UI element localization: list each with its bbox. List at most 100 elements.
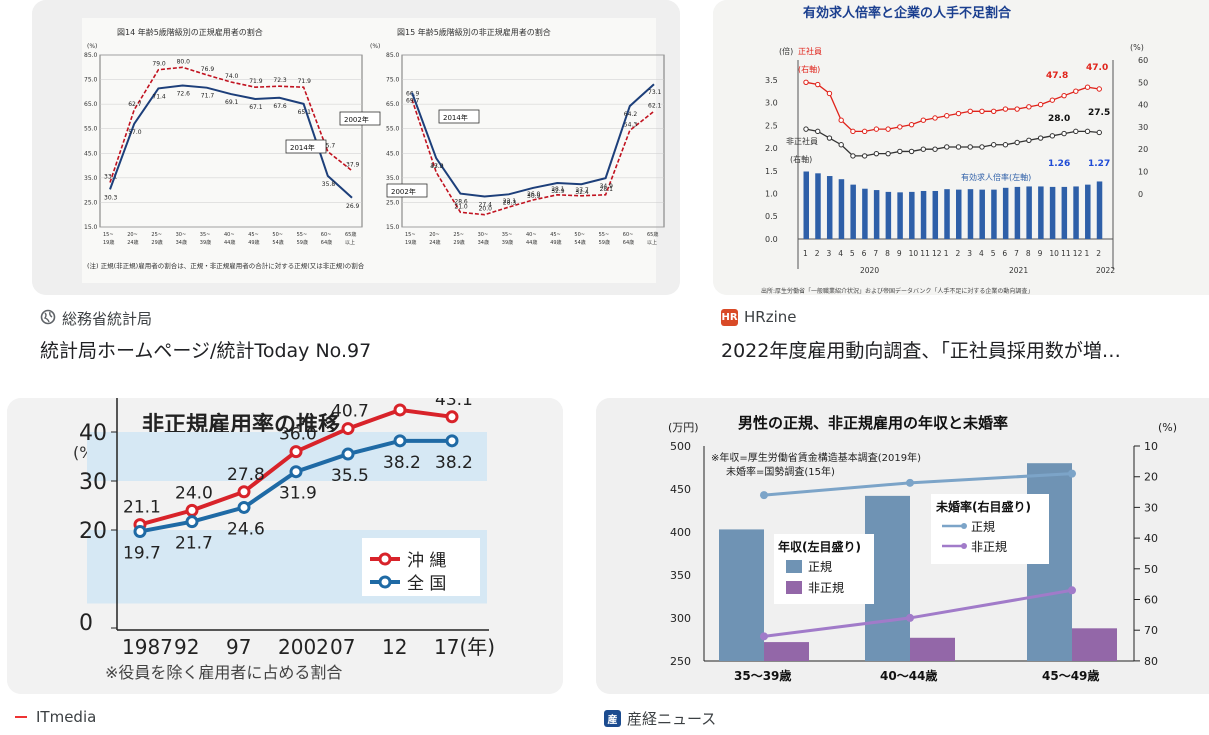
sk-left-tick: 400 <box>670 526 691 539</box>
hr-point <box>838 117 844 123</box>
it-data-label: 21.1 <box>123 498 161 518</box>
it-x-label: 92 <box>174 635 199 659</box>
it-point <box>237 485 251 499</box>
hr-val-28-0: 28.0 <box>1048 114 1070 124</box>
hr-year-2022: 2022 <box>1096 266 1115 275</box>
x-tick-label: 59歳 <box>599 239 610 246</box>
hr-month-label: 8 <box>1026 249 1031 258</box>
it-legend-national: 全 国 <box>407 574 446 594</box>
hr-label-nonregular-axis: (右軸) <box>790 154 812 164</box>
result-thumbnail[interactable]: 有効求人倍率と企業の人手不足割合 (倍) (%) 3.5 3.0 2.5 2.0 1.5… <box>713 0 1209 295</box>
hr-point <box>885 150 891 157</box>
hr-month-label: 2 <box>1096 249 1101 258</box>
sk-bar-regular <box>719 529 764 661</box>
hr-bar <box>1038 186 1044 239</box>
sk-left-unit: (万円) <box>668 421 699 434</box>
result-thumbnail[interactable]: 非正規雇用率の推移 (%) 504030200 21.124.027.836.0… <box>7 398 563 694</box>
hr-bar <box>967 189 974 239</box>
sk-x-label: 45〜49歳 <box>1042 668 1099 683</box>
hr-right-tick: 10 <box>1138 168 1148 177</box>
hr-month-label: 12 <box>1073 249 1083 258</box>
hr-month-label: 8 <box>885 249 890 258</box>
sk-point <box>906 478 914 487</box>
x-tick-label: 以上 <box>345 239 355 246</box>
data-label: 54.3 <box>624 121 638 128</box>
sk-legend-regular: 正規 <box>808 559 832 574</box>
hr-left-unit: (倍) <box>779 46 793 56</box>
hr-bar <box>803 171 809 239</box>
hr-label-nonregular: 非正社員 <box>786 136 818 146</box>
x-tick-label: 34歳 <box>478 239 489 246</box>
result-source[interactable]: HR HRzine <box>721 308 796 326</box>
result-thumbnail[interactable]: 図14 年齢5歳階級別の正規雇用者の割合 図15 年齢5歳階級別の非正規雇用者の… <box>32 0 680 295</box>
hr-point <box>1026 137 1032 143</box>
x-tick-label: 34歳 <box>176 239 187 246</box>
it-x-label: 97 <box>226 635 251 659</box>
data-label: 71.9 <box>298 78 312 85</box>
series-line-2014 <box>109 84 353 199</box>
data-label: 23.1 <box>503 198 517 205</box>
it-data-label: 21.7 <box>175 534 213 554</box>
hr-chart-title: 有効求人倍率と企業の人手不足割合 <box>803 5 1012 21</box>
result-thumbnail[interactable]: 男性の正規、非正規雇用の年収と未婚率 (万円) (%) 500 450 400 350… <box>596 398 1209 694</box>
hr-month-label: 7 <box>873 249 878 258</box>
result-title[interactable]: 2022年度雇用動向調査、「正社員採用数が増… <box>721 340 1121 362</box>
x-tick-label: 54歳 <box>272 239 283 246</box>
x-tick-label: 65歳 <box>647 231 658 238</box>
series-line-2002 <box>109 66 353 183</box>
data-label: 21.0 <box>454 203 468 210</box>
hr-bar <box>956 189 962 239</box>
y-tick-label: 35.0 <box>84 175 98 182</box>
data-label: 32.9 <box>551 188 565 195</box>
sk-left-tick: 500 <box>670 440 691 453</box>
x-tick-label: 55~ <box>599 232 610 238</box>
it-data-label: 43.1 <box>435 398 473 410</box>
x-tick-label: 24歳 <box>429 239 440 246</box>
sk-right-tick: 20 <box>1144 471 1158 484</box>
hr-month-label: 7 <box>1014 249 1019 258</box>
left-y-tick-labels: 85.0 75.0 65.0 55.0 45.0 35.0 25.0 15.0 <box>84 52 98 231</box>
y-tick-label: 65.0 <box>84 101 98 108</box>
hr-bar <box>1049 186 1056 239</box>
it-data-label: 38.2 <box>435 453 473 473</box>
sk-bar-nonregular <box>1072 628 1117 661</box>
hr-month-label: 9 <box>897 249 902 258</box>
x-tick-label: 以上 <box>647 239 657 246</box>
data-label: 26.0 <box>527 191 541 198</box>
hr-point <box>932 115 938 121</box>
hr-bar <box>826 176 833 239</box>
result-title[interactable]: 統計局ホームページ/統計Today No.97 <box>40 340 372 362</box>
hr-point <box>979 144 985 150</box>
hr-bar <box>862 188 868 239</box>
result-source[interactable]: 総務省統計局 <box>40 308 152 329</box>
hr-point <box>990 142 997 148</box>
sk-point <box>760 491 768 500</box>
sk-right-tick: 80 <box>1144 655 1158 668</box>
hr-month-label: 6 <box>862 249 867 258</box>
hr-val-27-5: 27.5 <box>1088 108 1110 118</box>
hr-point <box>897 148 903 155</box>
result-source[interactable]: ITmedia <box>14 708 96 726</box>
hr-point <box>850 153 856 159</box>
hr-point <box>990 108 997 114</box>
legend-2002-right: 2002年 <box>391 187 416 196</box>
x-tick-label: 15~ <box>103 232 114 238</box>
it-data-label: 38.2 <box>383 453 421 473</box>
hr-bar <box>1096 181 1103 239</box>
y-tick-label: 85.0 <box>84 52 98 59</box>
x-tick-label: 45~ <box>248 232 259 238</box>
sk-right-tick: 30 <box>1144 501 1158 514</box>
x-tick-label: 49歳 <box>550 239 561 246</box>
series-line-2014 <box>411 83 655 198</box>
hr-point <box>967 144 973 150</box>
hr-point <box>1096 86 1102 92</box>
hr-bar <box>1073 186 1079 239</box>
data-label: 26.9 <box>346 203 360 210</box>
x-tick-label: 44歳 <box>224 239 235 246</box>
it-x-label: 2002 <box>278 635 329 659</box>
result-source[interactable]: 産 産経ニュース <box>604 708 716 729</box>
x-tick-label: 50~ <box>574 232 585 238</box>
right-y-tick-labels: 85.0 75.0 65.0 55.0 45.0 35.0 25.0 15.0 <box>386 52 400 231</box>
legend-2014-left: 2014年 <box>290 143 315 152</box>
hr-month-label: 6 <box>1002 249 1007 258</box>
